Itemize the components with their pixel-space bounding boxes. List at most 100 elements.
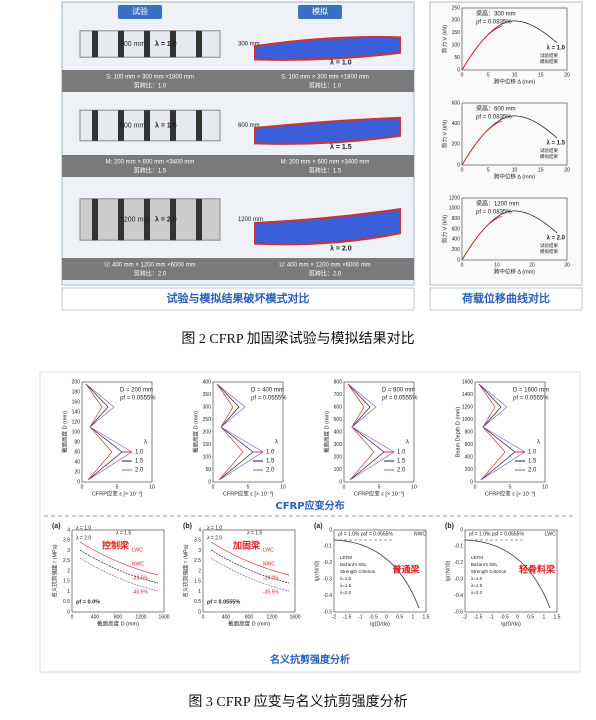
annotation: -33.5% [132,575,148,581]
y-tick-label: 20 [74,469,80,475]
annotation: NWC [263,561,275,567]
cfrp-strip [196,110,202,141]
y-tick-label: 50 [454,55,460,61]
rho-label: ρf = 0.0835% [476,20,512,26]
rho-label: ρf = 0.0835% [476,115,512,121]
y-tick-label: 200 [452,247,461,253]
lambda-label: λ = 1.0 [155,40,177,48]
legend-item: 模拟结果 [540,58,558,65]
ratio: 剪跨比：1.0 [134,82,167,90]
height-label: 梁高：300 mm [476,10,516,18]
x-tick-label: -0.5 [369,614,378,620]
legend-item: λ=2.0 [471,590,483,595]
legend-item: λ = 1.0 [207,525,222,531]
x-tick-label: 20 [564,72,570,78]
chart-title: D = 800 mm [382,388,415,394]
legend-item: 模拟结果 [540,153,558,160]
y-tick-label: 0 [457,162,460,168]
y-tick-label: 1.5 [194,579,201,585]
legend-item: λ=1.0 [340,576,352,581]
legend-item: Bažant's SEL [471,562,498,567]
rho-label: ρf = 0.0% [76,599,100,605]
note: 加固梁 [232,539,261,550]
y-tick-label: 0 [208,479,211,485]
y-tick-label: 1200 [462,404,473,410]
x-tick-label: 5 [487,167,490,173]
x-tick-label: 0 [461,167,464,173]
rho-label: ρf = 0.0835% [476,210,512,216]
y-tick-label: -0.1 [323,544,332,550]
y-axis-label: 名义抗剪强度 τ (MPa) [50,544,58,597]
y-tick-label: 4 [67,527,70,533]
y-tick-label: 1.5 [63,579,70,585]
x-tick-label: 0.5 [396,614,403,620]
y-tick-label: 60 [74,449,80,455]
axes [461,197,568,261]
x-tick-label: 10 [512,167,518,173]
y-tick-label: 0.5 [63,599,70,605]
legend-item: λ = 2.0 [76,535,91,541]
x-tick-label: 1.5 [423,614,430,620]
x-tick-label: 1 [411,614,414,620]
spec-bar [62,70,414,92]
legend-item: 1.5 [528,459,537,465]
legend-title: λ [144,440,147,446]
x-tick-label: 400 [91,614,100,620]
y-tick-label: 1 [67,589,70,595]
x-tick-label: 1600 [158,614,169,620]
chart-title: D = 200 mm [120,388,153,394]
y-tick-label: 2.5 [194,558,201,564]
y-tick-label: 150 [452,30,461,36]
y-tick-label: 800 [334,379,343,385]
caption: 图 3 CFRP 应变与名义抗剪强度分析 [188,693,407,710]
caption: 图 2 CFRP 加固梁试验与模拟结果对比 [181,331,414,347]
legend-item: 1.5 [397,459,406,465]
x-tick-label: 5 [487,72,490,78]
x-tick-label: 10 [149,484,155,490]
y-tick-label: 2 [67,568,70,574]
y-tick-label: -0.1 [454,544,463,550]
panel-tag: (b) [445,523,454,530]
x-tick-label: 1.5 [554,614,561,620]
chart-title: D = 1600 mm [513,388,549,394]
legend-item: Strength Criterion [471,569,507,574]
x-tick-label: 0 [71,614,74,620]
y-tick-label: 500 [334,417,343,423]
legend-item: 2.0 [135,468,144,474]
y-tick-label: 1000 [462,417,473,423]
size-label: 600 mm [120,122,145,129]
x-tick-label: 400 [222,614,231,620]
lambda-label: λ = 1.5 [155,121,177,129]
axes [474,381,546,483]
strain-curve [85,383,133,481]
label-box [61,287,415,311]
rho-label: ρf = 0.0555% [120,396,156,402]
strength-curve [79,557,159,592]
y-axis-label: 截面高度 D (mm) [322,411,330,453]
rho-label: ρf = 0.0555% [207,599,240,605]
x-axis-label: CFRP应变 ε [× 10⁻³] [354,489,405,497]
x-tick-label: -0.5 [500,614,509,620]
x-tick-label: 800 [245,614,254,620]
legend-item: λ = 1.5 [116,530,131,536]
chart-title: D = 400 mm [251,388,284,394]
strength-curve [79,549,159,584]
y-axis-label: lg(τN/τ0) [314,560,320,581]
note: 轻骨料梁 [519,563,556,574]
axes [333,529,427,613]
sim-lambda-label: λ = 2.0 [330,244,352,252]
y-tick-label: 0.5 [194,599,201,605]
y-tick-label: 100 [452,43,461,49]
lambda-label: λ = 1.5 [546,141,565,147]
cfrp-strip [118,30,124,58]
legend-item: LEFM [471,555,483,560]
rho-label: ρf = 0.0555% [382,396,418,402]
axes [343,381,415,483]
sim-lambda-label: λ = 1.0 [330,58,352,66]
y-tick-label: 3.5 [63,538,70,544]
y-tick-label: 400 [334,429,343,435]
x-axis-label: 截面高度 D (mm) [228,619,270,627]
ratio: 剪跨比：1.0 [309,82,342,90]
y-axis-label: 截面高度 D (mm) [191,411,199,453]
